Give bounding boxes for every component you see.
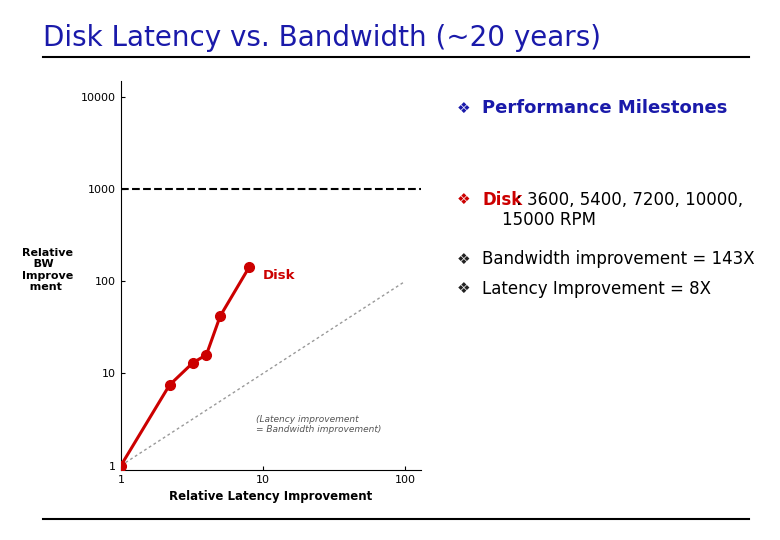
- Text: ❖: ❖: [456, 100, 470, 116]
- Text: Latency Improvement = 8X: Latency Improvement = 8X: [482, 280, 711, 298]
- Text: Relative
   BW
Improve
  ment: Relative BW Improve ment: [22, 248, 73, 292]
- Text: Bandwidth improvement = 143X: Bandwidth improvement = 143X: [482, 250, 755, 268]
- Text: Disk Latency vs. Bandwidth (~20 years): Disk Latency vs. Bandwidth (~20 years): [43, 24, 601, 52]
- Text: ❖: ❖: [456, 192, 470, 207]
- Text: ❖: ❖: [456, 281, 470, 296]
- Text: Disk: Disk: [482, 191, 523, 209]
- Text: (Latency improvement
= Bandwidth improvement): (Latency improvement = Bandwidth improve…: [257, 415, 382, 434]
- X-axis label: Relative Latency Improvement: Relative Latency Improvement: [169, 490, 373, 503]
- Text: Performance Milestones: Performance Milestones: [482, 99, 728, 117]
- Text: 15000 RPM: 15000 RPM: [502, 211, 596, 230]
- Text: Disk: Disk: [263, 268, 296, 281]
- Text: : 3600, 5400, 7200, 10000,: : 3600, 5400, 7200, 10000,: [516, 191, 743, 209]
- Text: ❖: ❖: [456, 252, 470, 267]
